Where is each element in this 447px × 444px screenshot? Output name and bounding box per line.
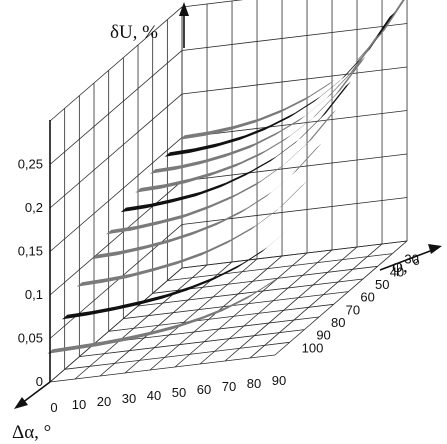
z-axis-arrowhead [179, 2, 189, 16]
floor-grid-line [108, 303, 334, 332]
floor-grid-line [124, 258, 258, 374]
z-tick-label: 0 [36, 374, 43, 389]
x-tick-label: 40 [147, 388, 161, 403]
back-wall-grid-line [181, 0, 244, 8]
x-tick-label: 70 [222, 379, 236, 394]
chart-ribbons [47, 0, 405, 354]
x-tick-label: 50 [172, 385, 186, 400]
floor-grid-line [49, 354, 276, 383]
y-tick-label: 30 [404, 252, 418, 267]
floor-grid-line [274, 240, 408, 356]
y-tick-label: 70 [346, 302, 360, 317]
x-tick-label: 20 [97, 394, 111, 409]
floor-grid-line [199, 249, 333, 365]
x-tick-label: 10 [72, 397, 86, 412]
z-tick-label: 0,2 [25, 200, 43, 215]
floor-grid-line [167, 253, 393, 282]
z-tick-label: 0,1 [25, 287, 43, 302]
y-tick-label: 50 [375, 277, 389, 292]
floor-grid-line [93, 316, 320, 345]
ribbon-phi-60 [120, 81, 351, 213]
ribbon-phi-20 [179, 0, 405, 140]
z-axis-label: δU, % [110, 22, 158, 43]
z-tick-label: 0,05 [18, 331, 43, 346]
chart-axes [14, 2, 442, 409]
z-tick-label: 0,15 [18, 244, 43, 259]
y-axis-arrow-line [379, 247, 439, 271]
y-tick-label: 90 [316, 328, 330, 343]
floor-grid-line [74, 264, 208, 380]
x-tick-label: 30 [122, 391, 136, 406]
floor-grid-line [79, 329, 305, 358]
floor-grid-line [64, 341, 290, 370]
x-tick-label: 80 [247, 376, 261, 391]
back-wall-grid-line [181, 197, 408, 225]
left-wall-grid-line [49, 267, 183, 383]
x-tick-label: 60 [197, 382, 211, 397]
left-wall-grid-line [49, 180, 183, 296]
back-wall-grid-line [181, 110, 408, 138]
z-tick-label: 0,25 [18, 157, 43, 172]
x-tick-label: 0 [50, 400, 57, 415]
floor-grid-line [224, 246, 358, 362]
x-axis-arrowhead [14, 397, 28, 409]
left-wall-grid-line [49, 93, 183, 209]
chart-ticks: 00,050,10,150,20,250 10 20 30 40 50 60 70 80 9030… [18, 157, 419, 416]
y-axis-label: φ, ° [392, 256, 420, 277]
left-wall-grid-line [49, 6, 183, 122]
y-tick-label: 80 [331, 315, 345, 330]
ribbon-phi-100 [62, 226, 293, 320]
ribbon-phi-70 [106, 109, 337, 235]
back-wall-grid-line [181, 240, 408, 269]
left-wall-grid-line [49, 137, 183, 252]
y-tick-label: 60 [360, 290, 374, 305]
back-wall-grid-line [181, 23, 408, 51]
floor-grid-line [174, 252, 308, 368]
x-axis-label: Δα, ° [12, 422, 51, 443]
floor-grid-line [249, 243, 383, 359]
back-wall-grid-line [181, 66, 408, 95]
floor-grid-line [137, 278, 364, 307]
left-wall-grid-line [49, 50, 183, 165]
x-tick-label: 90 [272, 373, 286, 388]
chart-grid [49, 0, 408, 383]
back-wall-grid-line [181, 153, 408, 182]
y-axis-arrowhead [428, 244, 442, 254]
y-tick-label: 100 [302, 340, 324, 355]
floor-grid-line [123, 291, 349, 320]
y-tick-label: 40 [390, 264, 404, 279]
